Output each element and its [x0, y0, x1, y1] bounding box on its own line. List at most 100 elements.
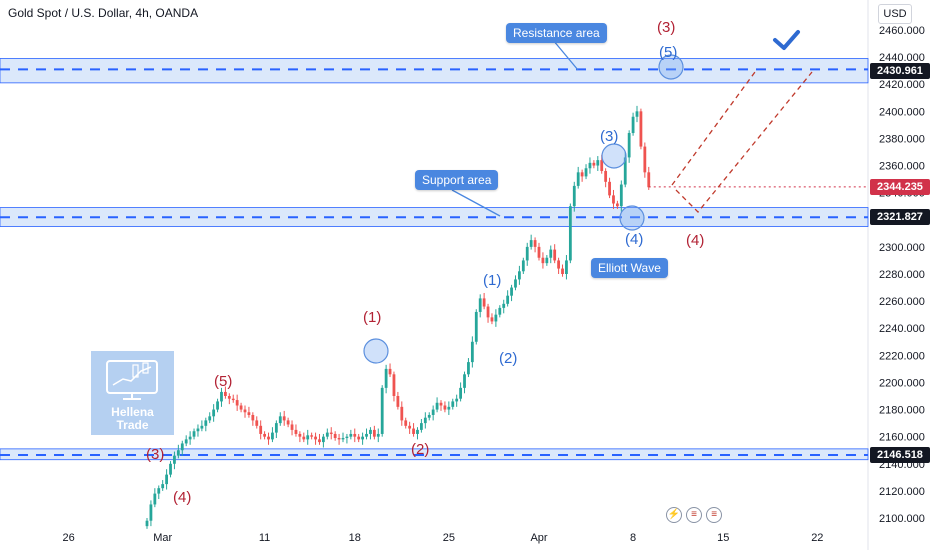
candle-body	[502, 303, 506, 308]
y-tick-label: 2160.000	[879, 432, 925, 444]
x-tick-label: 26	[62, 532, 74, 544]
candle-body	[635, 111, 639, 117]
candle-body	[365, 433, 368, 437]
candle-body	[247, 412, 251, 415]
wave-label-red-4-left: (4)	[173, 489, 192, 506]
current-price-tag: 2344.235	[870, 179, 930, 195]
resistance-zone	[0, 58, 869, 84]
y-tick-label: 2420.000	[879, 79, 925, 91]
wave-label-red-5-left: (5)	[214, 373, 233, 390]
candle-body	[243, 409, 247, 413]
candle-body	[498, 307, 502, 315]
candle-body	[584, 168, 588, 177]
support-callout-pointer	[451, 189, 501, 217]
candle-body	[467, 362, 470, 375]
resistance-callout[interactable]: Resistance area	[506, 23, 607, 43]
candle-body	[557, 260, 560, 269]
candle-body	[302, 436, 306, 440]
y-tick-label: 2180.000	[879, 405, 925, 417]
candle-body	[314, 436, 317, 440]
candle-body	[216, 401, 219, 410]
candle-body	[169, 463, 172, 475]
candle-body	[565, 260, 568, 274]
candle-body	[294, 429, 298, 434]
candle-body	[494, 314, 498, 322]
support-price-tag: 2321.827	[870, 209, 930, 225]
candle-body	[337, 438, 341, 440]
symbol-title[interactable]: Gold Spot / U.S. Dollar, 4h, OANDA	[8, 6, 199, 20]
support-callout[interactable]: Support area	[415, 170, 499, 190]
candle-body	[357, 436, 361, 440]
candle-body	[322, 436, 325, 443]
projection-path-2	[671, 71, 756, 186]
y-tick-label: 2120.000	[879, 486, 925, 498]
candle-body	[600, 160, 604, 171]
logo-name-line1: Hellena	[111, 405, 154, 419]
wave-label-blue-2: (2)	[499, 350, 518, 367]
elliott-wave-callout[interactable]: Elliott Wave	[591, 258, 668, 278]
y-tick-label: 2280.000	[879, 269, 925, 281]
bottom-price-tag: 2146.518	[870, 447, 930, 463]
candle-body	[274, 423, 278, 433]
candle-body	[161, 484, 165, 489]
resistance-callout-pointer	[552, 39, 579, 71]
wave-marker-circle	[363, 338, 389, 364]
wave-marker-circle	[658, 54, 684, 80]
candle-body	[416, 429, 419, 434]
lightning-icon[interactable]: ⚡	[666, 507, 682, 523]
candle-body	[149, 504, 153, 521]
candle-body	[439, 402, 443, 406]
candle-body	[255, 420, 259, 426]
us-flag-icon[interactable]: ≡	[706, 507, 723, 523]
wave-label-red-4-right: (4)	[686, 232, 705, 249]
resistance-price-tag: 2430.961	[870, 63, 930, 79]
wave-label-blue-4: (4)	[625, 231, 644, 248]
candle-body	[400, 406, 404, 421]
candle-body	[376, 433, 380, 437]
candle-body	[388, 368, 392, 375]
candle-body	[208, 416, 212, 421]
logo-name-line2: Trade	[116, 418, 149, 432]
candle-body	[204, 420, 208, 426]
candle-body	[404, 420, 408, 426]
wave-label-red-1: (1)	[363, 309, 382, 326]
candle-body	[596, 160, 600, 166]
candle-body	[412, 428, 415, 434]
candle-body	[568, 206, 572, 261]
candle-body	[541, 257, 545, 264]
us-flag-icon[interactable]: ≡	[686, 507, 703, 523]
candle-body	[306, 435, 310, 440]
candle-body	[643, 146, 647, 173]
x-tick-label: Apr	[530, 532, 547, 544]
candle-body	[380, 387, 384, 434]
candle-body	[180, 443, 184, 451]
wave-label-red-3-top: (3)	[657, 19, 676, 36]
x-tick-label: 22	[811, 532, 823, 544]
hellena-trade-logo: Hellena Trade	[91, 351, 174, 435]
candle-body	[271, 432, 274, 440]
candle-body	[290, 424, 294, 430]
candle-body	[184, 439, 188, 444]
candle-body	[349, 433, 353, 437]
currency-selector[interactable]: USD	[878, 4, 912, 24]
candle-body	[188, 436, 192, 440]
candle-body	[451, 401, 455, 407]
candle-body	[231, 398, 235, 401]
candle-body	[427, 414, 431, 418]
event-badges[interactable]: ⚡ ≡ ≡	[666, 507, 723, 523]
candle-body	[325, 432, 329, 437]
candle-body	[514, 279, 517, 288]
candle-body	[627, 133, 631, 158]
candle-body	[282, 416, 286, 421]
candle-body	[443, 405, 447, 410]
candle-body	[510, 287, 513, 296]
candle-body	[423, 417, 427, 424]
candle-body	[341, 438, 345, 440]
wave-label-blue-3: (3)	[600, 128, 619, 145]
candle-body	[518, 271, 521, 280]
y-tick-label: 2100.000	[879, 513, 925, 525]
candle-body	[212, 409, 216, 417]
candle-body	[408, 425, 412, 429]
